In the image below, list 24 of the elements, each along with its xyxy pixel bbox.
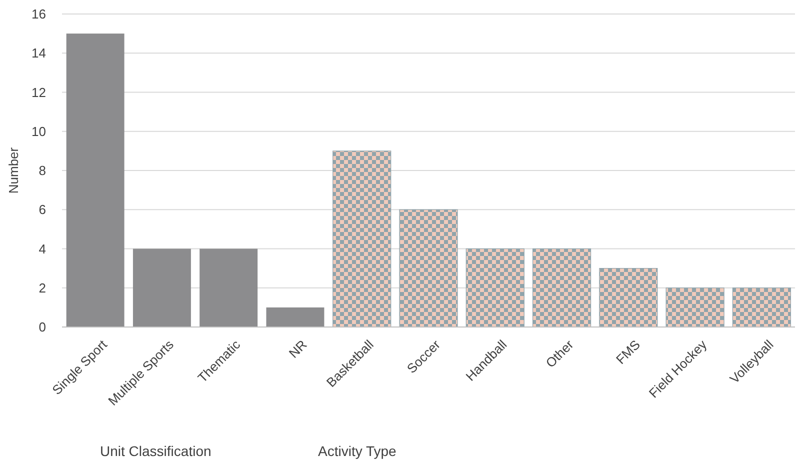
bar xyxy=(666,288,724,328)
y-tick-label: 14 xyxy=(32,46,46,61)
y-tick-label: 2 xyxy=(38,280,46,296)
y-tick-label: 10 xyxy=(32,124,46,139)
bar xyxy=(532,248,592,328)
text: Activity Type xyxy=(318,443,397,459)
bar xyxy=(66,34,124,327)
y-tick-label: 0 xyxy=(38,320,46,335)
y-tick-label: 16 xyxy=(32,6,46,22)
bar xyxy=(599,268,658,328)
y-tick-label: 12 xyxy=(32,84,46,100)
bar xyxy=(732,288,791,328)
bar xyxy=(200,248,258,327)
bar xyxy=(332,150,392,328)
text: Unit Classification xyxy=(100,443,212,459)
bar xyxy=(466,248,524,328)
y-tick-label: 4 xyxy=(38,241,46,256)
y-axis-title: Number xyxy=(6,146,21,194)
y-tick-label: 8 xyxy=(38,163,46,178)
bar xyxy=(399,209,458,328)
y-tick-label: 6 xyxy=(38,202,46,218)
bar xyxy=(266,307,324,327)
bar xyxy=(132,248,191,327)
x-tick-label: NR xyxy=(286,336,310,361)
